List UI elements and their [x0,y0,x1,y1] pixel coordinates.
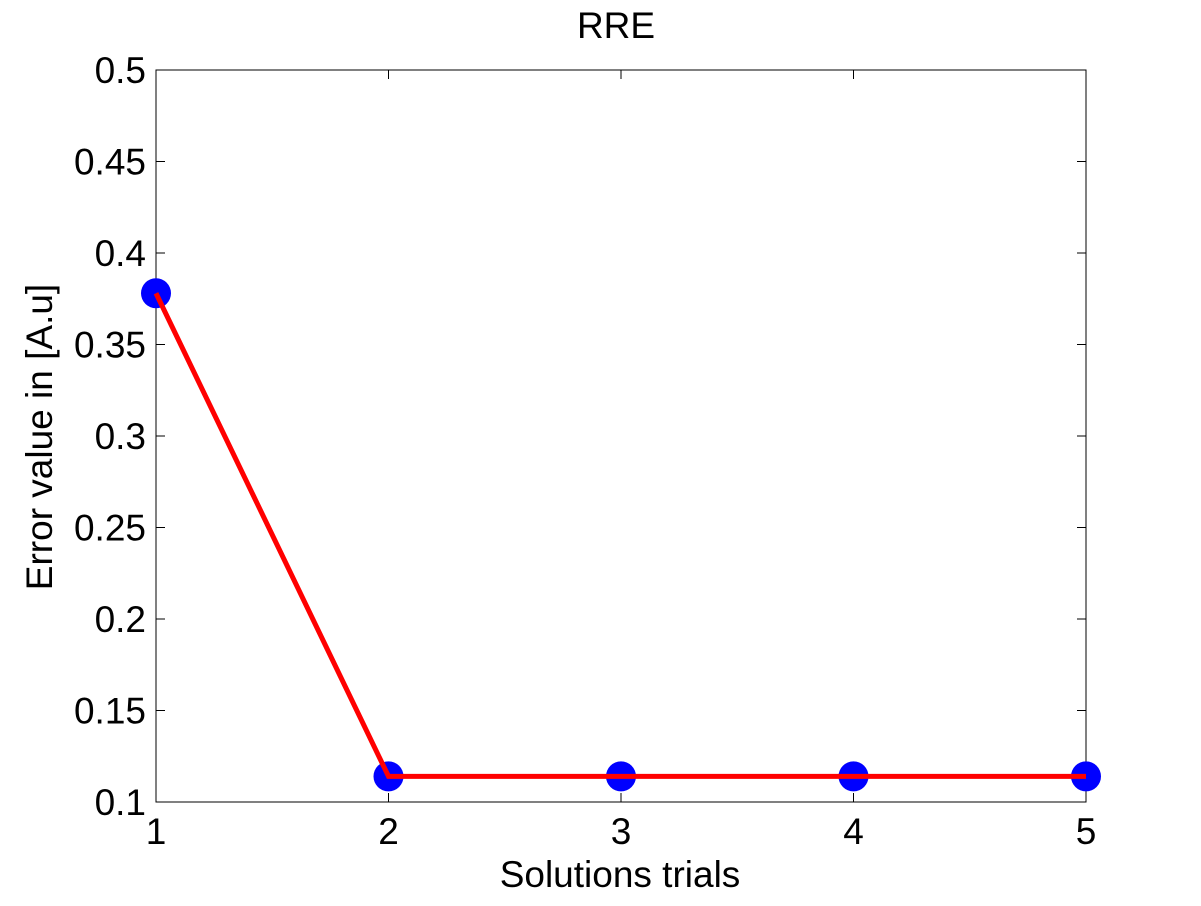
x-tick-label: 4 [843,811,864,852]
chart-title: RRE [577,5,655,46]
x-tick-label: 1 [146,811,167,852]
x-tick-label: 2 [378,811,399,852]
x-axis-ticks: 1 2 3 4 5 [146,70,1097,852]
y-tick-label: 0.45 [74,142,146,183]
y-tick-label: 0.15 [74,691,146,732]
y-tick-label: 0.2 [95,599,146,640]
series-line [153,292,1086,779]
series-layer [141,278,1101,792]
y-tick-label: 0.1 [95,782,146,823]
x-tick-label: 3 [611,811,632,852]
y-axis-ticks: 0.1 0.15 0.2 0.25 0.3 0.35 0.4 0.45 0.5 [74,50,1086,823]
y-tick-label: 0.35 [74,325,146,366]
y-tick-label: 0.4 [95,233,146,274]
y-tick-label: 0.3 [95,416,146,457]
x-axis-label: Solutions trials [500,854,741,895]
x-tick-label: 5 [1076,811,1097,852]
y-tick-label: 0.25 [74,508,146,549]
plot-area [155,69,1087,803]
y-tick-label: 0.5 [95,50,146,91]
y-axis-label: Error value in [A.u] [19,284,60,590]
